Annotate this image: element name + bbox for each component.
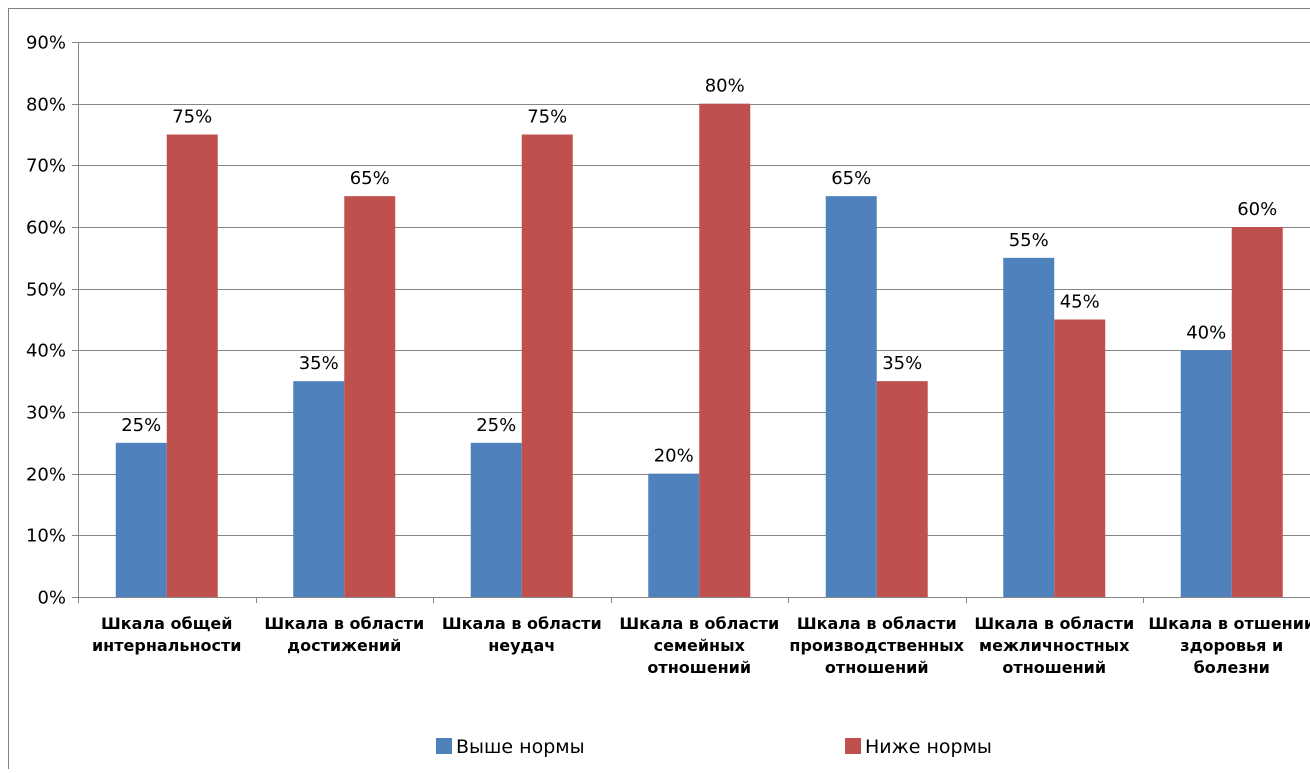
y-tick-label: 40% — [26, 341, 66, 362]
bar — [293, 381, 344, 597]
bar — [1181, 350, 1232, 597]
bar — [167, 135, 218, 598]
category-label-line: Шкала в области — [264, 614, 424, 633]
category-label-line: Шкала в отшении — [1148, 614, 1310, 633]
category-label-line: отношений — [825, 658, 929, 677]
bar — [344, 196, 395, 597]
data-label: 45% — [1060, 292, 1100, 313]
bar — [648, 474, 699, 597]
data-label: 65% — [831, 168, 871, 189]
category-label-line: неудач — [488, 636, 555, 655]
data-label: 35% — [299, 353, 339, 374]
bar — [522, 135, 573, 598]
category-label-line: Шкала в области — [619, 614, 779, 633]
y-tick-label: 50% — [26, 280, 66, 301]
y-tick-label: 70% — [26, 156, 66, 177]
category-label-line: Шкала общей — [101, 614, 232, 633]
category-label-line: Шкала в области — [797, 614, 957, 633]
data-label: 75% — [172, 107, 212, 128]
data-label: 35% — [882, 353, 922, 374]
data-label: 25% — [121, 415, 161, 436]
data-label: 80% — [705, 76, 745, 97]
bar — [1003, 258, 1054, 597]
category-label-line: отношений — [647, 658, 751, 677]
data-label: 65% — [350, 168, 390, 189]
bar — [471, 443, 522, 597]
bar — [1232, 227, 1283, 597]
category-label-line: Шкала в области — [974, 614, 1134, 633]
data-label: 75% — [527, 107, 567, 128]
data-label: 25% — [476, 415, 516, 436]
y-tick-label: 80% — [26, 95, 66, 116]
y-tick-label: 10% — [26, 526, 66, 547]
y-tick-label: 30% — [26, 403, 66, 424]
bar — [826, 196, 877, 597]
data-label: 20% — [654, 446, 694, 467]
data-label: 55% — [1009, 230, 1049, 251]
legend-label: Ниже нормы — [865, 736, 992, 758]
legend-swatch — [436, 738, 452, 754]
bar — [116, 443, 167, 597]
legend-swatch — [845, 738, 861, 754]
category-label-line: интернальности — [92, 636, 242, 655]
category-label-line: достижений — [287, 636, 401, 655]
category-label-line: семейных — [654, 636, 746, 655]
y-tick-label: 90% — [26, 33, 66, 54]
category-label-line: здоровья и — [1180, 636, 1283, 655]
y-tick-label: 60% — [26, 218, 66, 239]
y-tick-label: 20% — [26, 465, 66, 486]
bar — [877, 381, 928, 597]
category-label-line: болезни — [1194, 658, 1270, 677]
bar — [699, 104, 750, 597]
category-label-line: межличностных — [979, 636, 1130, 655]
legend-label: Выше нормы — [456, 736, 585, 758]
bar — [1054, 320, 1105, 598]
category-label-line: Шкала в области — [442, 614, 602, 633]
category-label-line: отношений — [1002, 658, 1106, 677]
y-tick-label: 0% — [37, 588, 66, 609]
data-label: 60% — [1237, 199, 1277, 220]
category-label-line: производственных — [789, 636, 964, 655]
data-label: 40% — [1186, 322, 1226, 343]
